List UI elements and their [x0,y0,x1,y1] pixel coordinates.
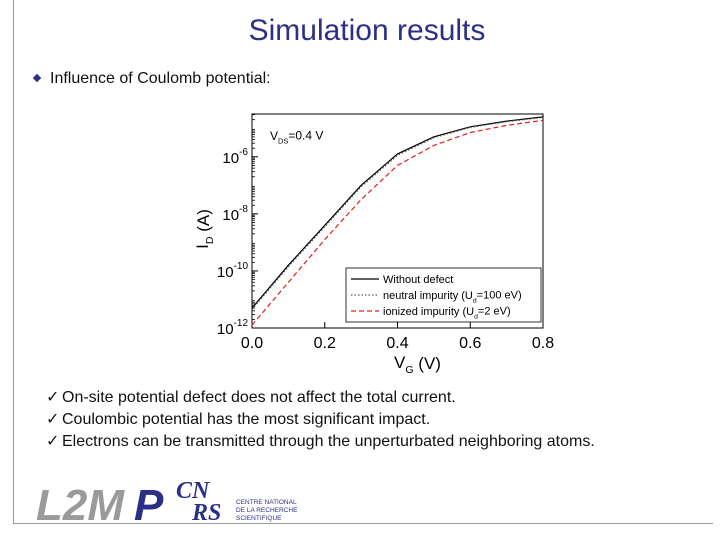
check-text: Coulombic potential has the most signifi… [62,411,431,428]
series-line [251,116,544,310]
slide-title: Simulation results [248,14,486,47]
check-icon: ✓ [46,431,60,450]
y-axis-label: ID (A) [193,209,216,249]
y-tick-label: 10-10 [217,261,249,281]
logos: L2M P CN RS CENTRE NATIONAL DE LA RECHER… [36,474,316,530]
legend-label: neutral impurity (Ud=100 eV) [383,289,522,304]
cnrs-text-line: SCIENTIFIQUE [236,515,282,522]
x-tick-label: 0.4 [386,335,408,352]
bullet-text: Influence of Coulomb potential: [50,70,271,87]
cnrs-logo-bottom: RS [191,500,221,526]
check-item: ✓ On-site potential defect does not affec… [46,386,595,408]
x-tick-label: 0.6 [459,335,481,352]
vds-annotation: VDS=0.4 V [270,129,323,146]
chart: 10-6 10-8 10-10 10-12 0.0 0.2 0.4 0.6 0.8 VG (V) I… [190,108,560,385]
y-tick-label: 10-8 [222,204,248,224]
x-tick-label: 0.8 [532,335,554,352]
x-tick-label: 0.2 [314,335,336,352]
check-icon: ✓ [46,409,60,428]
cnrs-text-line: DE LA RECHERCHE [236,507,298,514]
x-axis-label: VG (V) [394,353,441,376]
diamond-bullet-icon [32,73,42,83]
x-tick-label: 0.0 [241,335,263,352]
legend-label: Without defect [383,274,453,286]
check-item: ✓ Electrons can be transmitted through th… [46,430,595,452]
y-tick-label: 10-6 [222,147,248,167]
frame-left-line [13,0,14,524]
check-icon: ✓ [46,387,60,406]
series-line [251,119,544,326]
cnrs-logo-top: CN [176,478,211,504]
checks-list: ✓ On-site potential defect does not affec… [46,386,595,452]
y-tick-label: 10-12 [217,318,249,338]
frame-bottom-line [13,523,713,524]
legend-label: ionized impurity (Ud=2 eV) [383,305,511,320]
cnrs-text-line: CENTRE NATIONAL [236,499,297,506]
l2mp-logo-text: L2M [36,481,125,530]
l2mp-logo-p: P [134,481,164,530]
check-item: ✓ Coulombic potential has the most signif… [46,408,595,430]
check-text: On-site potential defect does not affect… [62,389,456,406]
chart-svg: 10-6 10-8 10-10 10-120.0 0.2 0.4 0.6 0.8 VG (V) I… [193,113,554,376]
check-text: Electrons can be transmitted through the… [62,433,595,450]
legend-box [345,267,542,323]
bullet-line: Influence of Coulomb potential: [32,70,271,88]
logos-svg: L2M P CN RS CENTRE NATIONAL DE LA RECHER… [36,478,298,530]
